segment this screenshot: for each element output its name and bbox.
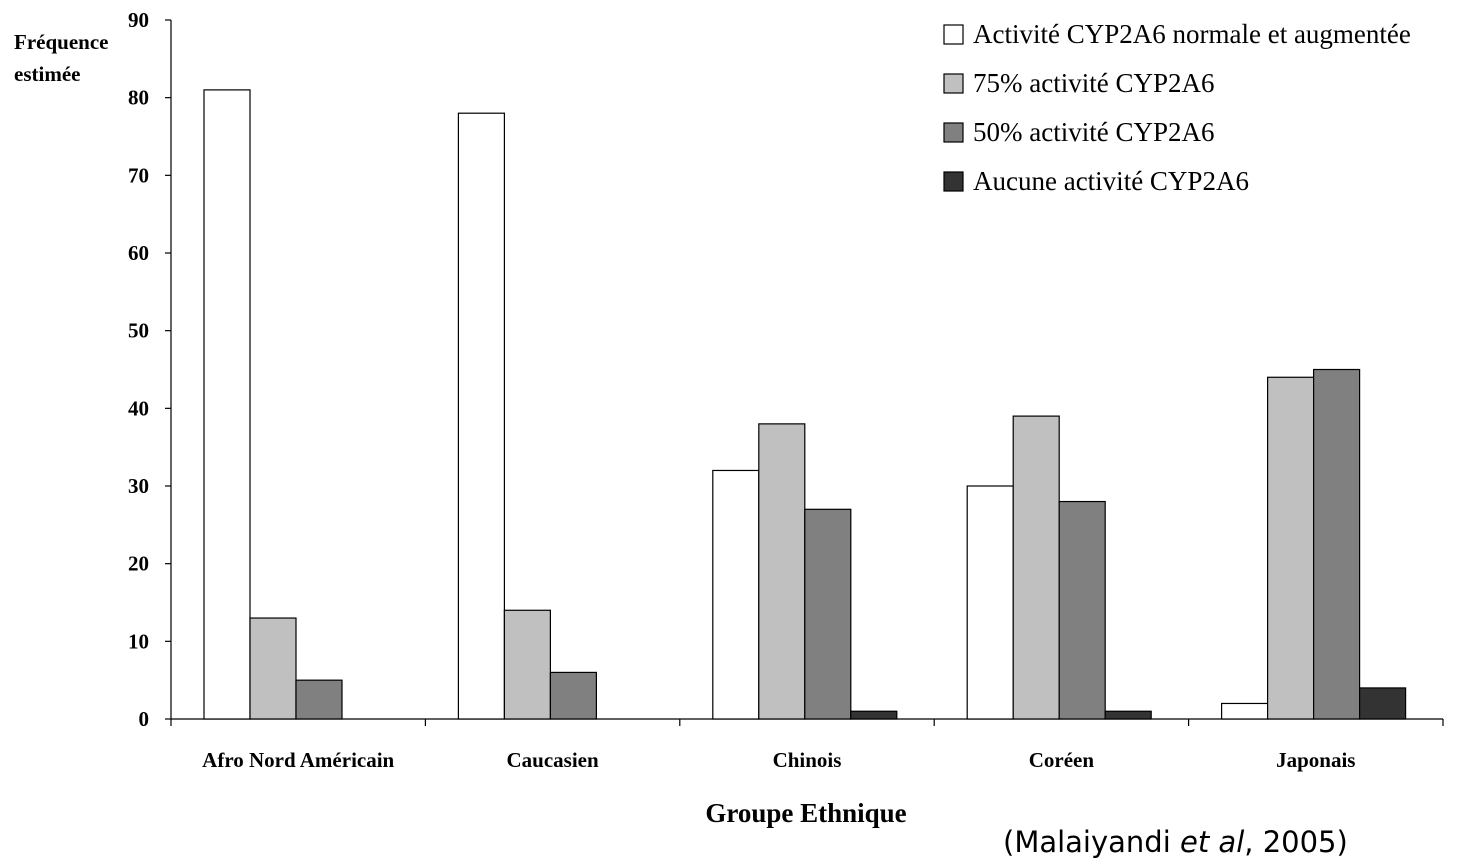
bar xyxy=(1104,710,1152,720)
bar xyxy=(1220,702,1269,720)
bar xyxy=(966,485,1014,720)
bar xyxy=(1312,368,1361,720)
legend-entry: 75% activité CYP2A6 xyxy=(973,68,1214,98)
category-label: Chinois xyxy=(773,748,842,772)
y-tick-label: 90 xyxy=(128,8,149,32)
bar xyxy=(249,617,297,720)
bar xyxy=(1012,415,1060,720)
y-tick-label: 10 xyxy=(128,629,149,653)
bar xyxy=(758,423,806,720)
bar xyxy=(1058,500,1106,720)
bar xyxy=(203,89,251,720)
bar xyxy=(549,671,598,720)
bar xyxy=(850,710,898,720)
y-axis-label: Fréquence estimée xyxy=(14,30,108,86)
x-axis-title: Groupe Ethnique xyxy=(705,798,906,828)
source-suffix: , 2005) xyxy=(1244,825,1348,859)
category-labels: Afro Nord Américain Caucasien Chinois Corée… xyxy=(202,748,1355,772)
bar xyxy=(804,508,852,720)
y-tick-label: 0 xyxy=(139,707,150,731)
y-tick-label: 70 xyxy=(128,163,149,187)
y-tick-label: 60 xyxy=(128,241,149,265)
y-tick-label: 30 xyxy=(128,474,149,498)
category-label: Coréen xyxy=(1029,748,1095,772)
legend-swatch xyxy=(943,171,964,192)
category-label: Afro Nord Américain xyxy=(202,748,394,772)
y-tick-label: 80 xyxy=(128,86,149,110)
y-tick-label: 20 xyxy=(128,552,149,576)
category-label: Japonais xyxy=(1276,748,1355,772)
legend-entry: 50% activité CYP2A6 xyxy=(973,117,1214,147)
legend-entry: Activité CYP2A6 normale et augmentée xyxy=(973,19,1411,49)
bar xyxy=(1266,376,1315,720)
bar xyxy=(295,679,343,720)
y-tick-label: 40 xyxy=(128,396,149,420)
legend-swatch xyxy=(943,73,964,94)
y-axis-label-line-1: Fréquence xyxy=(14,30,108,54)
category-label: Caucasien xyxy=(507,748,599,772)
bar xyxy=(503,609,551,720)
y-axis-label-line-2: estimée xyxy=(14,62,80,86)
legend-swatch xyxy=(943,24,964,45)
bar xyxy=(712,469,760,720)
source-italic: et al xyxy=(1180,825,1244,859)
source-prefix: (Malaiyandi xyxy=(1003,825,1180,859)
y-axis: 0 10 20 30 40 50 60 70 80 90 xyxy=(128,8,172,731)
source-citation: (Malaiyandi et al, 2005) xyxy=(1003,825,1348,859)
bars xyxy=(203,89,1407,720)
y-tick-label: 50 xyxy=(128,319,149,343)
bar xyxy=(1358,687,1407,720)
x-axis xyxy=(170,718,1444,726)
legend-entry: Aucune activité CYP2A6 xyxy=(973,166,1249,196)
bar xyxy=(457,112,505,720)
legend: Activité CYP2A6 normale et augmentée 75% … xyxy=(943,19,1411,196)
legend-swatch xyxy=(943,122,964,143)
